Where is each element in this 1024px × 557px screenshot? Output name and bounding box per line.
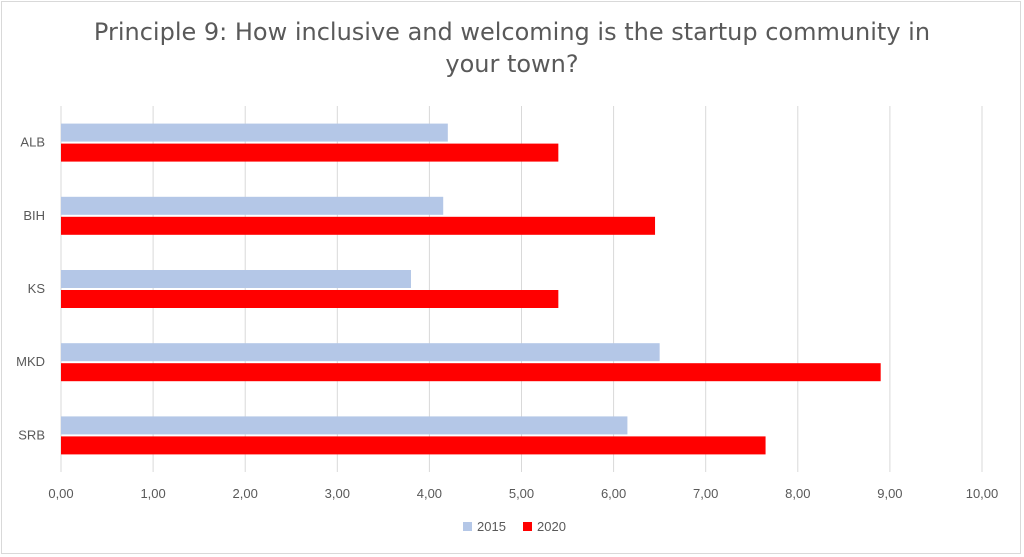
bar-alb-2015 xyxy=(61,123,448,142)
legend-swatch-2020 xyxy=(523,522,532,531)
bar-mkd-2020 xyxy=(61,363,881,382)
y-tick-label-mkd: MKD xyxy=(16,354,45,369)
x-tick-label-0: 0,00 xyxy=(48,486,73,501)
y-tick-label-ks: KS xyxy=(28,281,46,296)
bar-ks-2015 xyxy=(61,270,411,288)
x-tick-label-9: 9,00 xyxy=(877,486,902,501)
bar-ks-2020 xyxy=(61,290,559,308)
legend-label-2020: 2020 xyxy=(537,519,566,534)
chart-title-line-2: your town? xyxy=(445,50,579,78)
bar-alb-2020 xyxy=(61,143,559,162)
x-tick-label-4: 4,00 xyxy=(417,486,442,501)
x-tick-label-8: 8,00 xyxy=(785,486,810,501)
y-tick-label-alb: ALB xyxy=(20,135,45,150)
x-tick-label-1: 1,00 xyxy=(140,486,165,501)
x-tick-label-5: 5,00 xyxy=(509,486,534,501)
chart-title-line-1: Principle 9: How inclusive and welcoming… xyxy=(93,18,931,46)
legend-label-2015: 2015 xyxy=(477,519,506,534)
bar-bih-2015 xyxy=(61,196,444,215)
bar-mkd-2015 xyxy=(61,343,660,362)
x-tick-label-6: 6,00 xyxy=(601,486,626,501)
legend-swatch-2015 xyxy=(463,522,472,531)
x-tick-label-10: 10,00 xyxy=(966,486,999,501)
x-tick-label-2: 2,00 xyxy=(233,486,258,501)
bar-srb-2015 xyxy=(61,416,628,435)
bar-srb-2020 xyxy=(61,436,766,455)
x-tick-label-3: 3,00 xyxy=(325,486,350,501)
x-tick-label-7: 7,00 xyxy=(693,486,718,501)
y-tick-label-bih: BIH xyxy=(23,208,45,223)
y-tick-label-srb: SRB xyxy=(18,427,45,442)
chart-title: Principle 9: How inclusive and welcoming… xyxy=(2,16,1022,80)
bar-bih-2020 xyxy=(61,216,656,235)
